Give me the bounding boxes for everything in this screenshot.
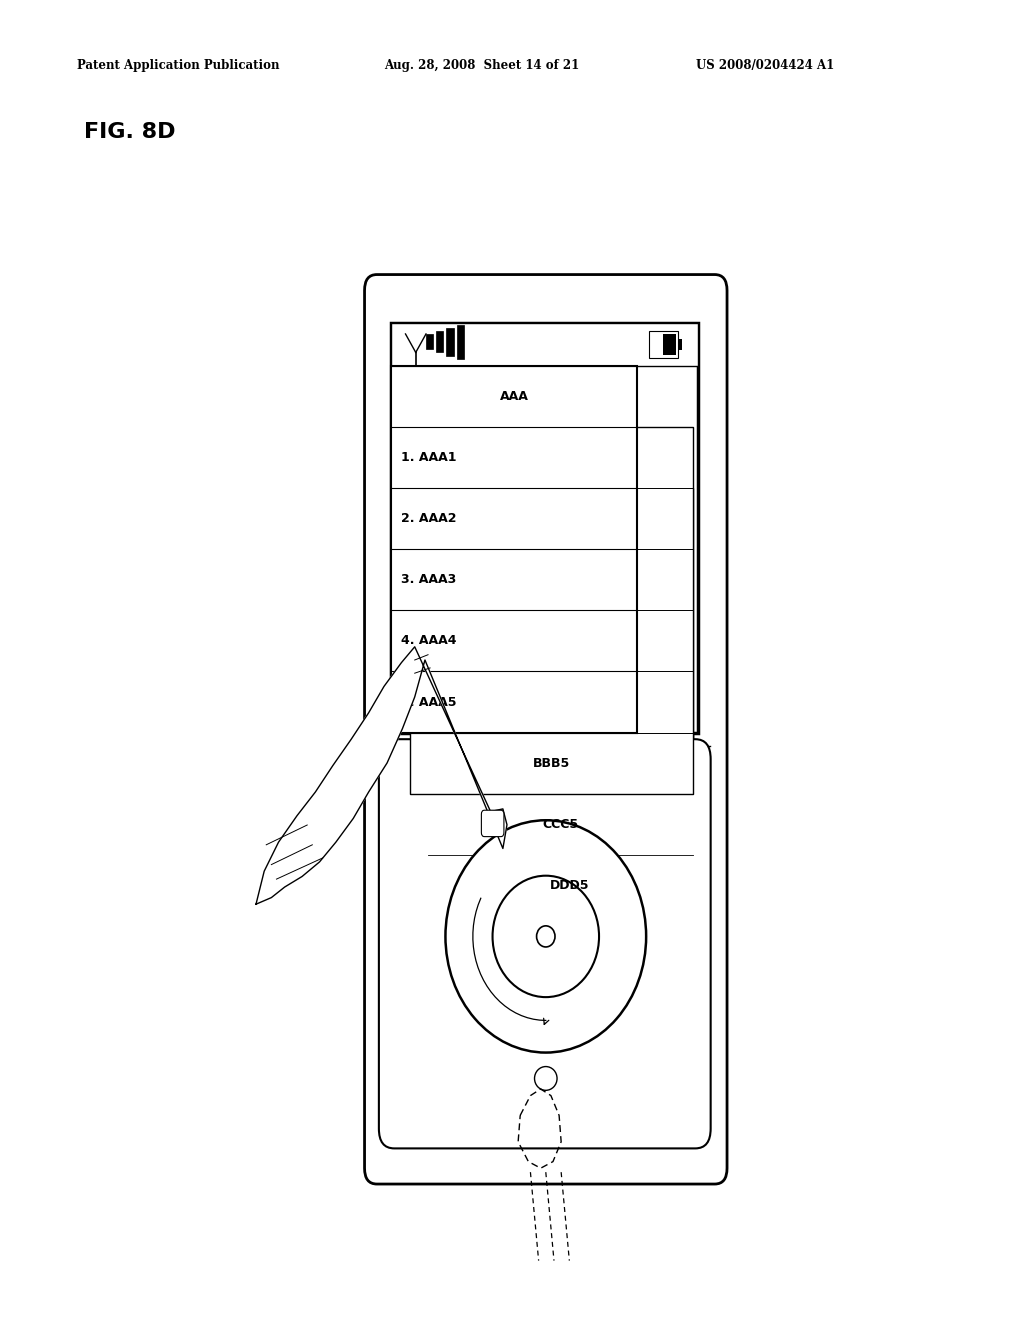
Text: Patent Application Publication: Patent Application Publication	[77, 59, 280, 73]
Ellipse shape	[535, 1067, 557, 1090]
Bar	[391, 323, 698, 366]
Text: 5. AAA5: 5. AAA5	[401, 696, 457, 709]
Text: 3. AAA3: 3. AAA3	[401, 573, 457, 586]
FancyBboxPatch shape	[379, 739, 711, 1148]
Bar	[410, 426, 693, 793]
Text: 2. AAA2: 2. AAA2	[401, 512, 457, 525]
Text: FIG. 8D: FIG. 8D	[84, 121, 175, 143]
Bar	[678, 339, 682, 350]
Bar	[446, 329, 454, 355]
Ellipse shape	[445, 820, 646, 1052]
Bar	[663, 334, 676, 355]
Text: AAA: AAA	[500, 389, 528, 403]
Text: US 2008/0204424 A1: US 2008/0204424 A1	[696, 59, 835, 73]
Text: DDD5: DDD5	[550, 879, 590, 892]
Ellipse shape	[493, 875, 599, 997]
Polygon shape	[256, 647, 507, 904]
Text: Aug. 28, 2008  Sheet 14 of 21: Aug. 28, 2008 Sheet 14 of 21	[384, 59, 580, 73]
Text: BBB5: BBB5	[532, 756, 570, 770]
Bar	[428, 488, 693, 855]
FancyBboxPatch shape	[365, 275, 727, 1184]
FancyBboxPatch shape	[481, 810, 504, 837]
Ellipse shape	[537, 925, 555, 946]
Text: 4. AAA4: 4. AAA4	[401, 635, 457, 647]
Bar	[457, 325, 464, 359]
Text: CCC5: CCC5	[543, 818, 579, 830]
Bar	[436, 331, 443, 352]
Text: 1. AAA1: 1. AAA1	[401, 451, 457, 463]
Bar	[649, 331, 678, 358]
Bar	[426, 334, 433, 350]
Bar	[391, 366, 637, 733]
Bar	[391, 323, 698, 733]
Bar	[446, 549, 693, 916]
